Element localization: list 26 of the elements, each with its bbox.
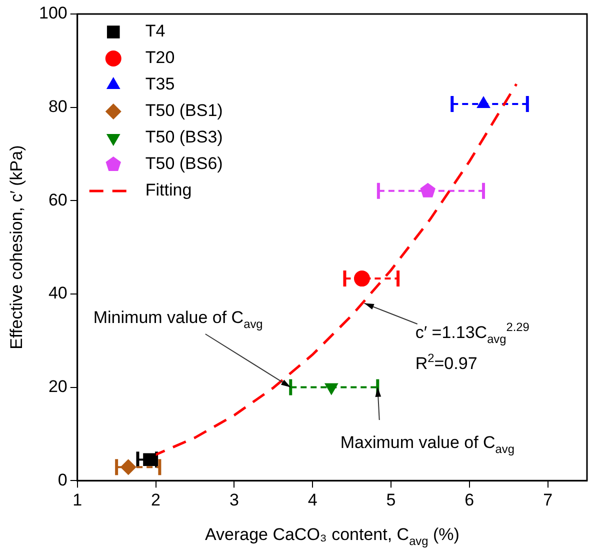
x-tick-label: 2: [151, 490, 161, 510]
x-tick-label: 3: [229, 490, 239, 510]
point: [120, 459, 136, 476]
x-tick-label: 7: [543, 490, 553, 510]
x-tick-label: 4: [308, 490, 318, 510]
legend-label: T50 (BS3): [145, 128, 223, 147]
y-axis-title: Effective cohesion, c′ (kPa): [7, 145, 26, 350]
x-tick-label: 6: [464, 490, 474, 510]
legend-label: T20: [145, 48, 175, 68]
y-tick-label: 0: [58, 470, 68, 490]
legend-label: T4: [145, 22, 166, 41]
y-tick-label: 60: [48, 190, 68, 210]
y-tick-label: 40: [48, 284, 68, 303]
legend-label: Fitting: [145, 180, 192, 200]
legend-label: T50 (BS6): [145, 154, 223, 174]
point: [420, 182, 436, 198]
y-tick-label: 100: [38, 4, 68, 23]
y-tick-label: 80: [48, 97, 68, 116]
point: [354, 270, 370, 287]
point: [476, 96, 490, 108]
legend-label: T35: [145, 74, 175, 94]
x-tick-label: 5: [386, 490, 396, 510]
point: [143, 453, 156, 466]
y-tick-label: 20: [48, 376, 68, 396]
legend-label: T50 (BS1): [145, 101, 223, 120]
x-tick-label: 1: [72, 490, 82, 510]
